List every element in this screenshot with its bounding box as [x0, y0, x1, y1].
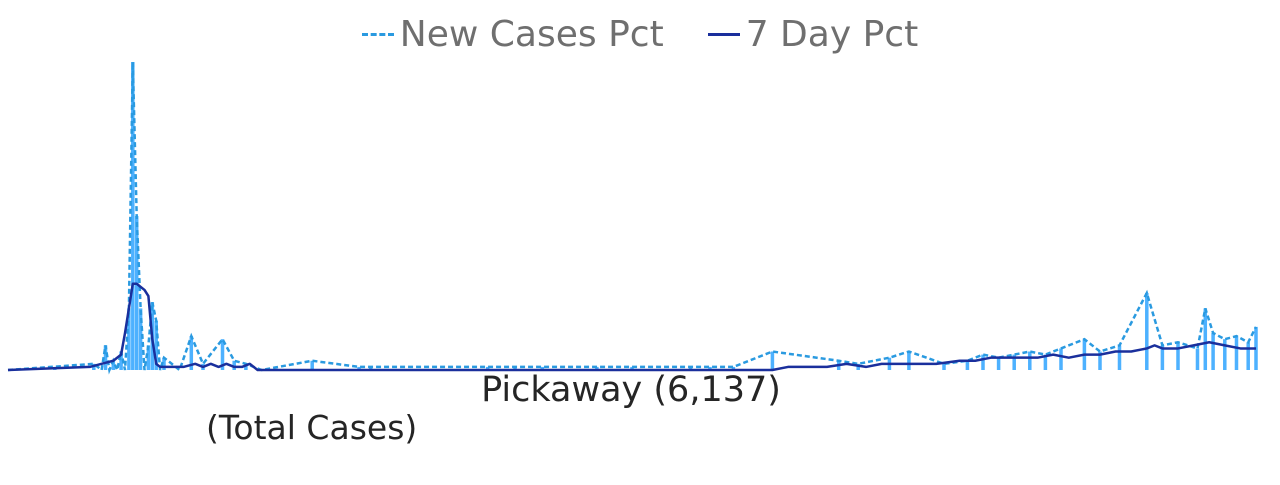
bar-series [53, 62, 1258, 370]
bar-36 [981, 354, 985, 370]
bar-53 [1246, 342, 1250, 370]
bar-52 [1234, 336, 1239, 370]
series-line-7-day-pct [7, 282, 1256, 372]
chart-title: Pickaway (6,137) [481, 370, 781, 410]
legend-item-new-cases[interactable]: New Cases Pct [361, 14, 664, 55]
bar-2 [103, 345, 108, 370]
bar-40 [1043, 354, 1048, 370]
bar-11 [154, 320, 158, 370]
legend-item-7-day[interactable]: 7 Day Pct [707, 14, 919, 55]
bar-8 [138, 308, 143, 370]
bar-26 [688, 366, 693, 370]
bar-9 [146, 345, 151, 370]
chart-legend: New Cases Pct 7 Day Pct [0, 14, 1280, 55]
bar-43 [1098, 351, 1102, 370]
chart-subtitle: (Total Cases) [206, 408, 418, 447]
bar-7 [134, 216, 139, 370]
bar-21 [485, 366, 490, 370]
bar-22 [513, 366, 517, 370]
series-line-new-cases-pct [7, 61, 1258, 375]
solid-line-swatch-icon [707, 33, 740, 36]
bar-41 [1059, 348, 1063, 370]
bar-47 [1176, 342, 1180, 370]
bar-35 [965, 360, 970, 370]
bar-28 [731, 366, 736, 370]
bar-15 [220, 339, 225, 370]
bar-17 [244, 363, 248, 370]
bar-48 [1195, 348, 1200, 370]
bar-44 [1117, 345, 1122, 370]
bar-18 [310, 360, 314, 370]
bar-51 [1223, 339, 1227, 370]
bar-19 [357, 366, 361, 370]
bar-45 [1145, 293, 1149, 370]
bar-27 [708, 366, 712, 370]
bar-37 [996, 357, 1001, 370]
legend-label-7-day: 7 Day Pct [745, 14, 919, 55]
dashed-line-swatch-icon [361, 33, 394, 36]
bar-50 [1211, 333, 1215, 370]
bar-4 [119, 351, 123, 370]
bar-6 [131, 62, 135, 370]
bar-24 [595, 366, 599, 370]
bar-39 [1028, 351, 1032, 370]
bar-25 [630, 366, 634, 370]
bar-13 [189, 336, 194, 370]
legend-label-new-cases: New Cases Pct [399, 14, 664, 55]
bar-3 [111, 360, 116, 370]
bar-5 [127, 308, 131, 370]
bar-29 [770, 351, 775, 370]
bar-38 [1012, 354, 1016, 370]
bar-49 [1203, 308, 1208, 370]
bar-20 [368, 366, 373, 370]
bar-34 [942, 363, 946, 370]
bar-16 [232, 360, 236, 370]
bar-23 [540, 366, 545, 370]
bar-33 [907, 351, 911, 370]
bar-46 [1160, 345, 1165, 370]
bar-12 [162, 357, 166, 370]
